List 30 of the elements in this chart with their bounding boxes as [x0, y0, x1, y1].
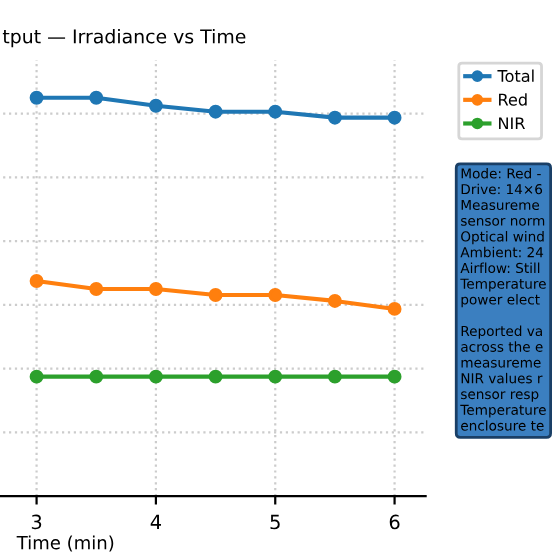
- legend-label: Red: [499, 93, 527, 106]
- point: [268, 369, 283, 384]
- point: [89, 90, 104, 105]
- point: [327, 110, 342, 125]
- point: [387, 110, 402, 125]
- chart-title: tput — Irradiance vs Time: [2, 28, 246, 48]
- x-tick-label: 5: [270, 514, 280, 530]
- point: [148, 282, 163, 296]
- point: [327, 369, 342, 384]
- point: [327, 294, 342, 308]
- point: [208, 288, 223, 302]
- x-tick-label: 6: [389, 514, 400, 530]
- point: [268, 288, 283, 302]
- point: [208, 369, 223, 384]
- x-tick-label: 4: [150, 514, 162, 529]
- point: [208, 104, 223, 119]
- point: [148, 369, 163, 384]
- legend-label: NIR: [499, 117, 526, 130]
- point: [387, 369, 402, 384]
- point: [268, 104, 283, 119]
- x-tick-label: 3: [31, 514, 42, 530]
- point: [29, 274, 44, 288]
- legend-label: Total: [497, 69, 534, 83]
- point: [387, 301, 402, 316]
- x-axis-title: Time (min): [16, 535, 114, 552]
- point: [29, 90, 44, 105]
- point: [29, 369, 44, 384]
- point: [89, 282, 104, 296]
- point: [148, 98, 163, 113]
- point: [89, 369, 104, 384]
